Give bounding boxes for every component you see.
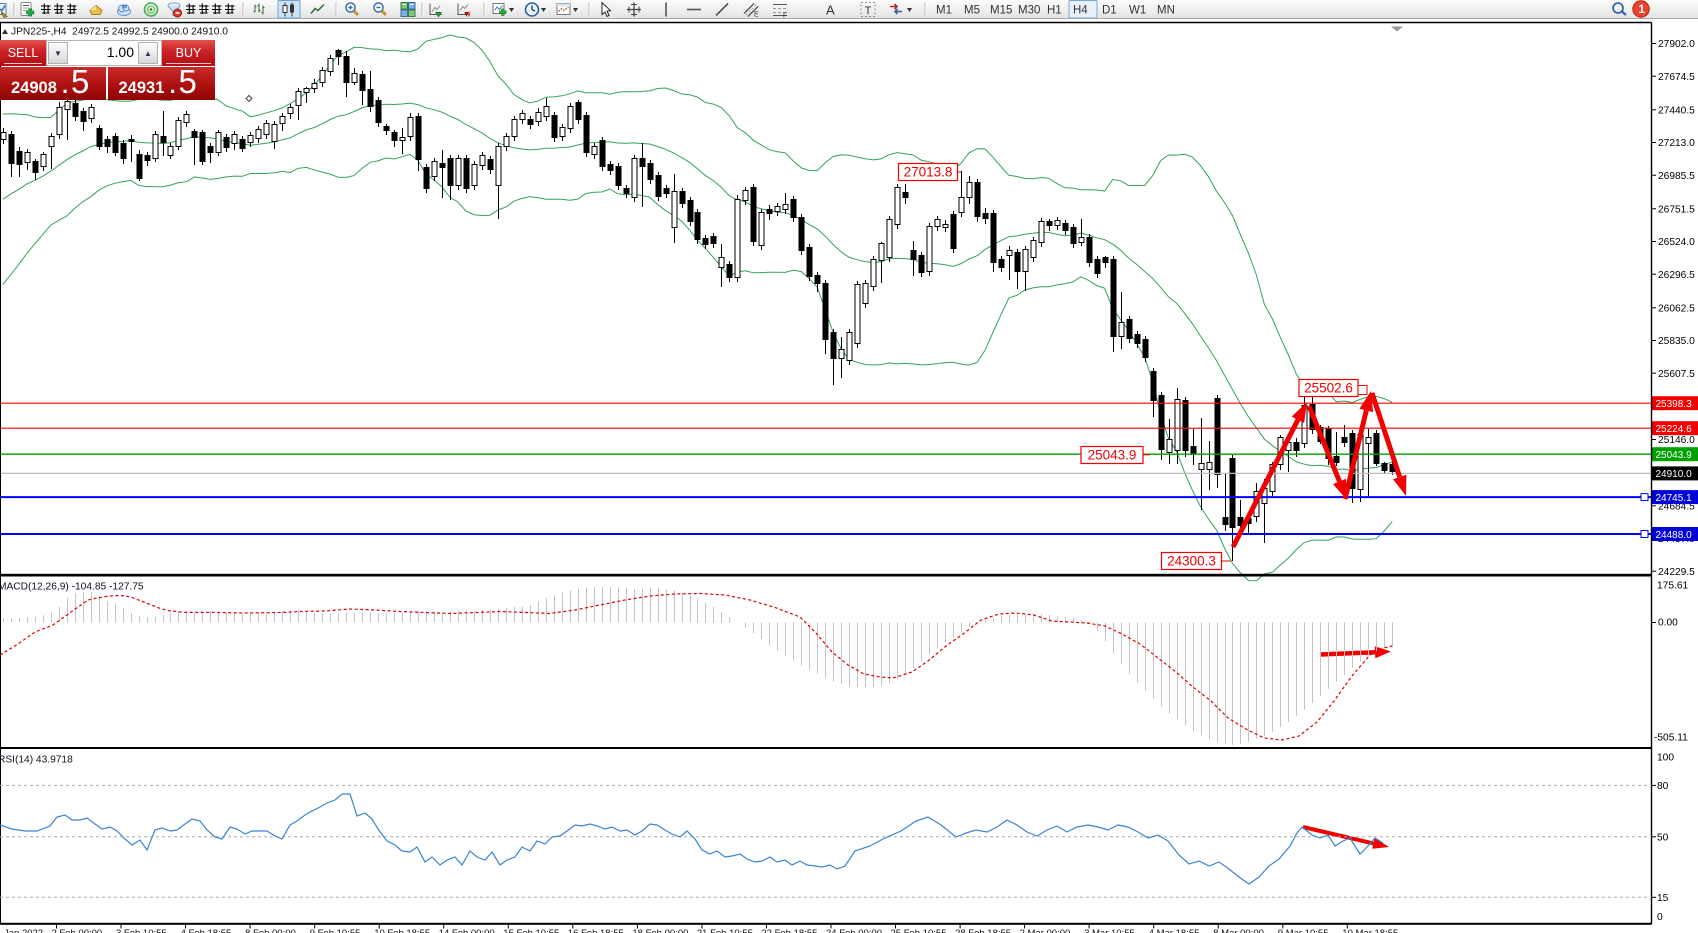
svg-text:8 Feb 00:00: 8 Feb 00:00 (245, 928, 296, 933)
svg-text:24488.0: 24488.0 (1656, 530, 1693, 541)
svg-text:JPN225-,H4 24972.5 24992.5 24: JPN225-,H4 24972.5 24992.5 24900.0 24910… (11, 27, 228, 38)
svg-text:4 Mar 18:55: 4 Mar 18:55 (1149, 928, 1200, 933)
svg-text:0: 0 (1657, 912, 1663, 923)
svg-text:25146.0: 25146.0 (1658, 435, 1695, 446)
svg-text:26524.0: 26524.0 (1658, 237, 1695, 248)
svg-text:50: 50 (1657, 832, 1669, 843)
svg-text:4 Feb 18:55: 4 Feb 18:55 (181, 928, 232, 933)
svg-text:D1: D1 (1102, 5, 1117, 17)
svg-text:15: 15 (1657, 893, 1669, 904)
svg-text:A: A (826, 3, 835, 18)
svg-text:25835.0: 25835.0 (1658, 336, 1695, 347)
svg-text:2 Feb 00:00: 2 Feb 00:00 (52, 928, 103, 933)
svg-text:8 Mar 00:00: 8 Mar 00:00 (1213, 928, 1264, 933)
svg-text:MACD(12,26,9) -104.85 -127.75: MACD(12,26,9) -104.85 -127.75 (0, 582, 144, 593)
svg-text:22 Feb 18:55: 22 Feb 18:55 (761, 928, 817, 933)
svg-text:16 Feb 18:55: 16 Feb 18:55 (568, 928, 624, 933)
svg-text:24684.5: 24684.5 (1658, 502, 1695, 513)
svg-text:26062.5: 26062.5 (1658, 304, 1695, 315)
svg-text:28 Feb 18:55: 28 Feb 18:55 (955, 928, 1011, 933)
svg-text:14 Feb 00:00: 14 Feb 00:00 (439, 928, 495, 933)
svg-text:27674.5: 27674.5 (1658, 72, 1695, 83)
svg-text:RSI(14) 43.9718: RSI(14) 43.9718 (0, 755, 73, 766)
svg-text:E: E (754, 12, 759, 19)
svg-text:24745.1: 24745.1 (1656, 493, 1693, 504)
svg-text:Jan 2022: Jan 2022 (4, 928, 43, 933)
svg-text:26985.5: 26985.5 (1658, 171, 1695, 182)
svg-text:80: 80 (1657, 781, 1669, 792)
svg-text:24 Feb 00:00: 24 Feb 00:00 (826, 928, 882, 933)
svg-text:24910.0: 24910.0 (1656, 469, 1693, 480)
svg-text:15 Feb 10:55: 15 Feb 10:55 (503, 928, 559, 933)
svg-text:26296.5: 26296.5 (1658, 270, 1695, 281)
svg-text:27013.8: 27013.8 (904, 165, 953, 180)
svg-text:25224.6: 25224.6 (1656, 424, 1693, 435)
svg-text:M5: M5 (964, 5, 980, 17)
svg-text:M30: M30 (1018, 5, 1040, 17)
svg-text:25502.6: 25502.6 (1304, 381, 1353, 396)
svg-text:W1: W1 (1129, 5, 1146, 17)
svg-text:25 Feb 10:55: 25 Feb 10:55 (891, 928, 947, 933)
svg-text:24229.5: 24229.5 (1658, 567, 1695, 578)
svg-text:3 Mar 10:55: 3 Mar 10:55 (1084, 928, 1135, 933)
svg-text:0.00: 0.00 (1658, 618, 1678, 629)
svg-text:100: 100 (1657, 753, 1674, 764)
svg-text:25398.3: 25398.3 (1656, 399, 1693, 410)
svg-text:3 Feb 10:55: 3 Feb 10:55 (116, 928, 167, 933)
svg-text:T: T (865, 5, 872, 17)
svg-text:25043.9: 25043.9 (1656, 450, 1693, 461)
svg-text:M15: M15 (990, 5, 1012, 17)
svg-text:MN: MN (1157, 5, 1175, 17)
svg-text:9 Feb 10:55: 9 Feb 10:55 (310, 928, 361, 933)
svg-text:27440.5: 27440.5 (1658, 106, 1695, 117)
svg-text:175.61: 175.61 (1657, 581, 1688, 592)
svg-text:2 Mar 00:00: 2 Mar 00:00 (1020, 928, 1071, 933)
svg-text:26751.5: 26751.5 (1658, 205, 1695, 216)
svg-text:1: 1 (1639, 4, 1646, 16)
svg-text:-505.11: -505.11 (1654, 733, 1688, 744)
svg-text:27902.0: 27902.0 (1658, 39, 1695, 50)
svg-text:10 Feb 18:55: 10 Feb 18:55 (374, 928, 430, 933)
svg-text:21 Feb 10:55: 21 Feb 10:55 (697, 928, 753, 933)
svg-text:9 Mar 10:55: 9 Mar 10:55 (1278, 928, 1329, 933)
svg-text:25043.9: 25043.9 (1088, 448, 1137, 463)
svg-text:25607.5: 25607.5 (1658, 369, 1695, 380)
svg-text:10 Mar 18:55: 10 Mar 18:55 (1342, 928, 1398, 933)
svg-text:H1: H1 (1047, 5, 1062, 17)
svg-text:M1: M1 (936, 5, 952, 17)
svg-text:18 Feb 00:00: 18 Feb 00:00 (632, 928, 688, 933)
svg-text:F: F (783, 13, 787, 20)
svg-text:27213.0: 27213.0 (1658, 138, 1695, 149)
svg-text:24300.3: 24300.3 (1167, 554, 1216, 569)
svg-text:H4: H4 (1073, 5, 1088, 17)
